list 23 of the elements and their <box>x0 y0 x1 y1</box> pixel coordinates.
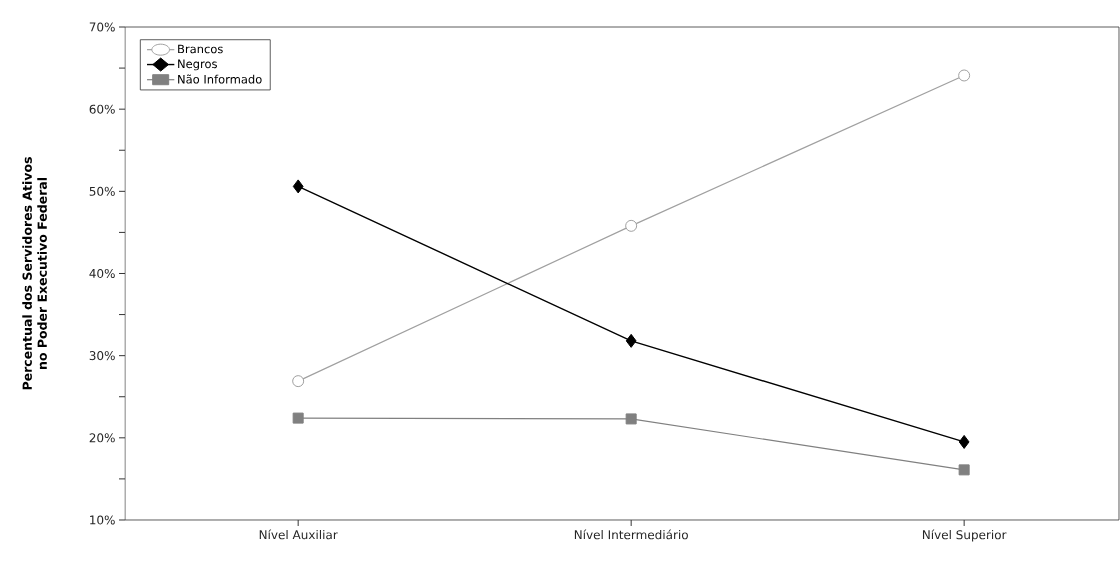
y-tick-label: 10% <box>90 515 115 525</box>
point <box>625 219 638 232</box>
y-tick-label: 20% <box>89 433 115 443</box>
y-tick-label: 50% <box>89 186 115 196</box>
x-tick-label: Nível Auxiliar <box>259 529 338 540</box>
y-tick-label: 40% <box>89 268 115 279</box>
legend-label: Negros <box>178 59 217 71</box>
point <box>292 179 304 194</box>
point <box>958 434 970 449</box>
point <box>958 69 971 82</box>
point <box>292 412 304 424</box>
point <box>625 413 637 425</box>
legend-label: Brancos <box>178 44 223 54</box>
y-tick-label: 30% <box>89 351 115 361</box>
y-axis-title: Percentual dos Servidores Ativos no Poder Executivo Federal <box>22 157 47 390</box>
x-tick-label: Nível Intermediário <box>574 529 688 540</box>
legend-label: Não Informado <box>178 74 262 84</box>
point <box>625 333 637 348</box>
x-tick-label: Nível Superior <box>922 529 1007 542</box>
point <box>292 375 305 388</box>
y-tick-label: 70% <box>89 22 115 32</box>
y-tick-label: 60% <box>89 104 115 114</box>
point <box>958 464 970 476</box>
